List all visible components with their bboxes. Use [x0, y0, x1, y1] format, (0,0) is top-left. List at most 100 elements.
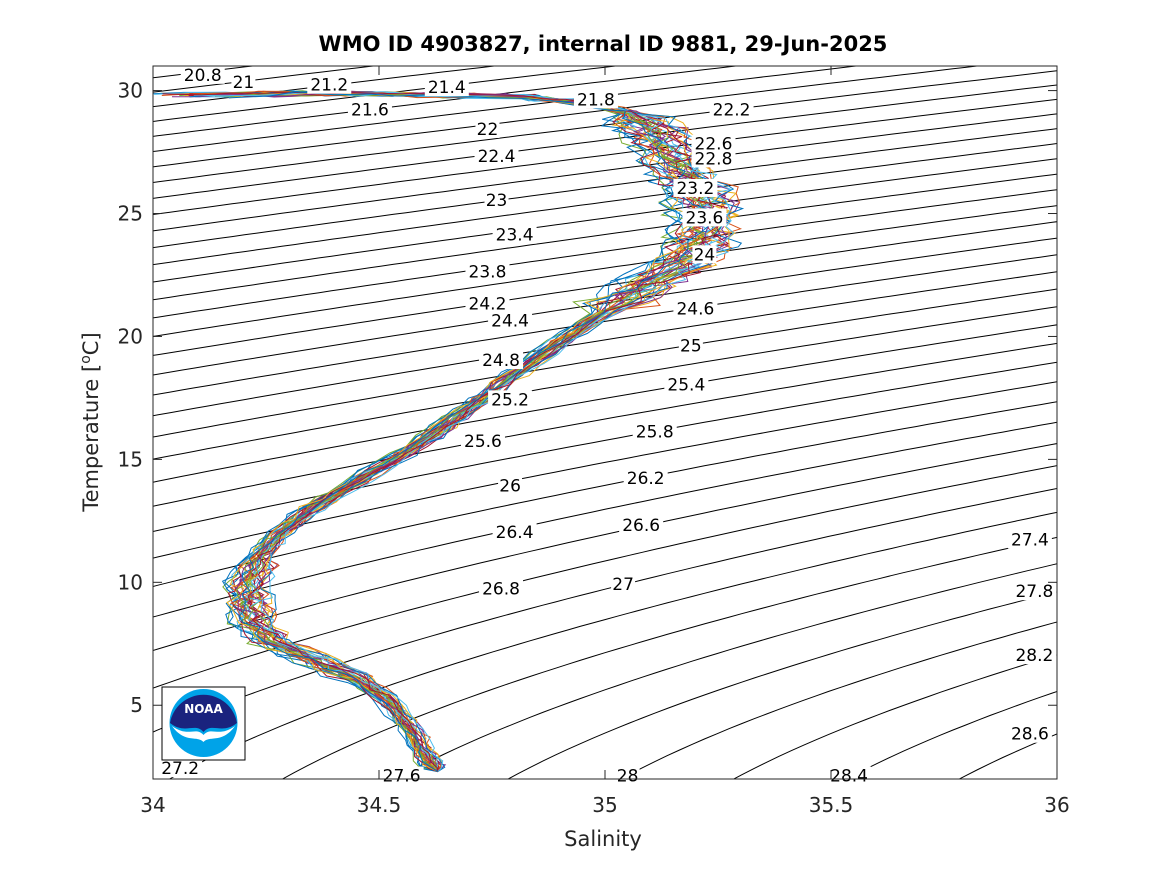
- contour-label: 24.6: [676, 299, 714, 319]
- density-contour: [153, 324, 1057, 483]
- contour-label: 23.2: [676, 179, 714, 199]
- density-contour: [153, 173, 1057, 301]
- y-axis-label-unit: o: [78, 355, 94, 364]
- density-contour: [732, 654, 1057, 779]
- contour-label-bg: [492, 225, 537, 244]
- profile-line: [228, 91, 710, 773]
- contour-label-bg: [673, 178, 718, 197]
- profile-line: [162, 91, 729, 772]
- contour-label: 26.8: [482, 580, 520, 600]
- contour-label-bg: [474, 146, 519, 165]
- contour-label: 23.8: [469, 263, 507, 283]
- density-contour: [845, 690, 1057, 779]
- contour-label-bg: [347, 100, 392, 119]
- density-contours: [153, 66, 1057, 779]
- density-contour: [153, 237, 1057, 376]
- noaa-logo: NOAA: [161, 686, 246, 761]
- contour-label-bg: [379, 766, 424, 785]
- profile-line: [226, 91, 699, 773]
- density-contour: [153, 128, 1057, 249]
- density-contour: [153, 487, 1057, 733]
- contour-label: 21: [233, 73, 255, 93]
- profile-line: [200, 91, 706, 772]
- contour-label-bg: [479, 351, 524, 370]
- density-contour: [153, 306, 1057, 460]
- density-contour: [153, 70, 1057, 184]
- contour-label-bg: [673, 299, 718, 318]
- density-contour: [507, 591, 1057, 779]
- profile-line: [209, 91, 693, 773]
- x-axis-ticks: 34 34.5 35 35.5 36: [140, 66, 1070, 817]
- contour-label-bg: [573, 90, 618, 109]
- y-axis-ticks: 5 10 15 20 25 30: [118, 79, 1057, 717]
- y-axis-label: Temperature [oC]: [78, 332, 103, 512]
- y-tick-label: 30: [118, 79, 143, 103]
- density-contour: [281, 536, 1057, 779]
- contour-label: 21.8: [577, 90, 615, 110]
- contour-label: 21.4: [428, 78, 466, 98]
- contour-label: 25.6: [464, 432, 502, 452]
- contour-label-bg: [692, 245, 717, 264]
- contour-label: 27: [612, 575, 634, 595]
- profile-line: [221, 91, 740, 772]
- contour-label: 23: [486, 191, 508, 211]
- contour-label: 28.6: [1011, 725, 1049, 745]
- density-contour: [153, 205, 1057, 337]
- contour-label-bg: [691, 134, 736, 153]
- contour-label-bg: [231, 73, 256, 92]
- contour-label: 24.8: [482, 351, 520, 371]
- noaa-logo-text: NOAA: [184, 702, 223, 716]
- contour-label-bg: [1012, 582, 1057, 601]
- profile-line: [193, 91, 735, 772]
- y-axis-label-end: C]: [79, 332, 103, 355]
- contour-label-bg: [615, 766, 640, 785]
- contour-label-bg: [632, 422, 677, 441]
- contour-label: 25: [680, 336, 702, 356]
- contour-label: 26.2: [627, 469, 665, 489]
- density-contour: [153, 143, 1057, 266]
- contour-label-bg: [1007, 724, 1052, 743]
- contour-label-bg: [180, 65, 225, 84]
- x-tick-label: 34: [140, 793, 165, 817]
- contour-label: 27.8: [1015, 582, 1053, 602]
- density-contour: [153, 158, 1057, 283]
- plot-area: [153, 66, 1057, 779]
- x-tick-label: 35: [592, 793, 617, 817]
- contour-label: 21.6: [351, 100, 389, 120]
- contour-label-bg: [827, 766, 872, 785]
- y-tick-label: 5: [130, 693, 143, 717]
- density-contour: [153, 98, 1057, 216]
- profile-lines: [153, 90, 745, 773]
- contour-label: 28.2: [1015, 646, 1053, 666]
- contour-label: 21.2: [310, 76, 348, 96]
- contour-label: 26: [499, 476, 521, 496]
- contour-label-bg: [488, 311, 533, 330]
- contour-label-bg: [307, 75, 352, 94]
- contour-label-bg: [479, 579, 524, 598]
- contour-label-bg: [682, 208, 727, 227]
- contour-label: 25.2: [491, 390, 529, 410]
- density-contour: [153, 421, 1057, 618]
- contour-label-bg: [1007, 530, 1052, 549]
- contour-label-bg: [465, 262, 510, 281]
- contour-label: 27.2: [161, 759, 199, 779]
- contour-label-bg: [623, 469, 668, 488]
- contour-label: 25.4: [667, 376, 705, 396]
- contour-label: 26.4: [496, 523, 534, 543]
- density-contour: [153, 113, 1057, 232]
- density-contour: [958, 733, 1057, 779]
- contour-label-bg: [1012, 646, 1057, 665]
- contour-label: 22.4: [478, 147, 516, 167]
- contour-label: 22: [477, 120, 499, 140]
- x-tick-label: 34.5: [357, 793, 402, 817]
- density-contour: [153, 361, 1057, 532]
- contour-label: 27.4: [1011, 531, 1049, 551]
- contour-label-bg: [424, 78, 469, 97]
- contour-label: 23.4: [496, 226, 534, 246]
- density-contour: [153, 66, 740, 137]
- contour-label-bg: [158, 759, 203, 778]
- density-contour: [153, 288, 1057, 438]
- contour-label: 27.6: [383, 767, 421, 787]
- y-tick-label: 25: [118, 202, 143, 226]
- density-contour: [168, 511, 1057, 779]
